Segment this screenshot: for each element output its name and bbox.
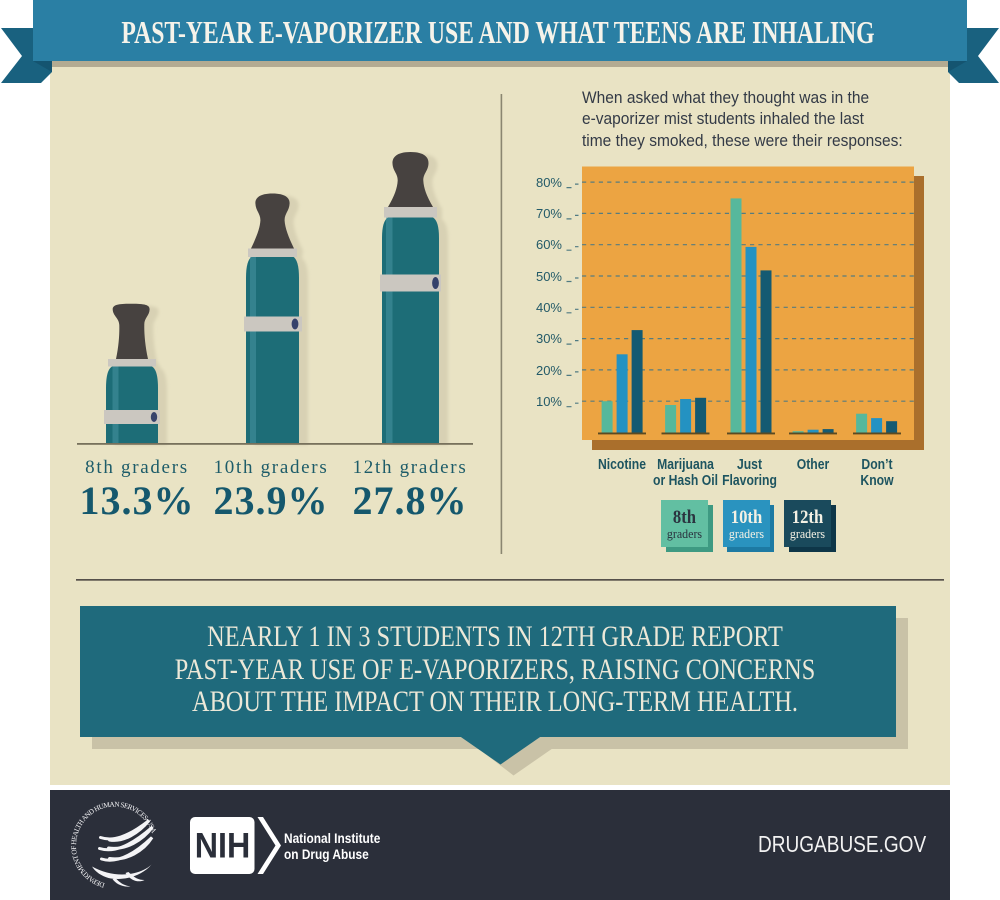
svg-text:NIH: NIH (195, 827, 251, 866)
